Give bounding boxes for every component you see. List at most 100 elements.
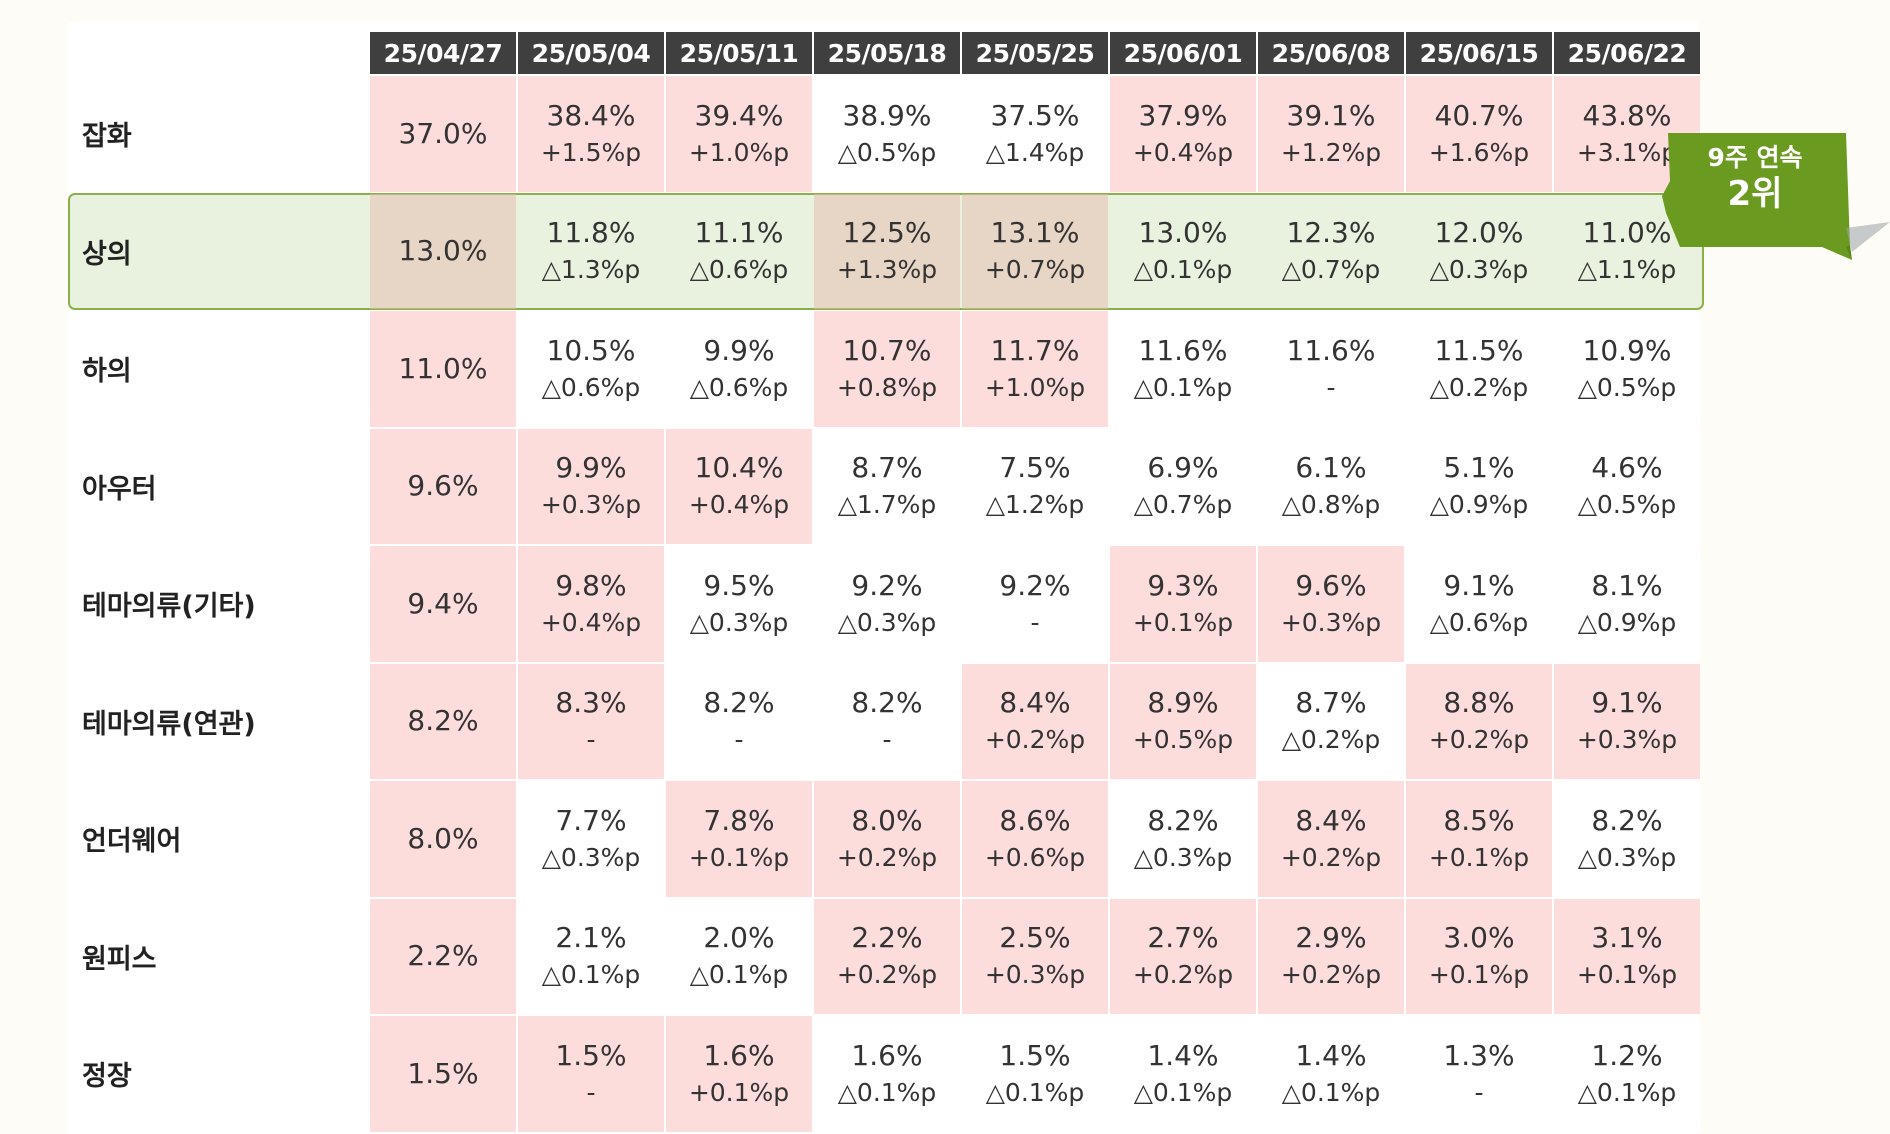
cell-change-value: +0.2%p [836,960,938,990]
column-header: 25/06/01 [1110,32,1256,74]
share-table: 25/04/27 25/05/04 25/05/11 25/05/18 25/05/25… [68,32,1700,1132]
cell-change-value: △0.3%p [1429,255,1529,285]
cell-share-value: 40.7% [1434,98,1524,132]
table-cell: 1.5% △0.1%p [962,1016,1108,1132]
cell-share-value: 12.5% [842,216,932,250]
cell-change-value: △0.7%p [1133,490,1233,520]
cell-share-value: 8.2% [1591,803,1663,837]
row-label: 테마의류(연관) [82,708,256,740]
cell-change-value: △0.9%p [1429,490,1529,520]
table-cell: 7.8% +0.1%p [666,781,812,897]
table-cell: 8.5% +0.1%p [1406,781,1552,897]
table-cell: 8.2% △0.3%p [1554,781,1700,897]
table-cell: 10.7% +0.8%p [814,311,960,427]
cell-change-value: +0.2%p [1280,842,1382,872]
cell-share-value: 13.0% [398,234,488,268]
table-cell: 8.1% △0.9%p [1554,546,1700,662]
cell-share-value: 9.9% [703,333,775,367]
cell-change-value: +0.3%p [984,960,1086,990]
cell-change-value: +0.4%p [1132,137,1234,167]
callout-shadow [1846,222,1890,252]
table-cell: 2.1% △0.1%p [518,898,664,1014]
table-cell: 9.5% △0.3%p [666,546,812,662]
cell-share-value: 37.0% [398,116,488,150]
cell-change-value: +0.1%p [1132,607,1234,637]
cell-change-value: +0.3%p [1280,607,1382,637]
cell-share-value: 39.1% [1286,98,1376,132]
cell-change-value: △0.2%p [1281,725,1381,755]
cell-share-value: 9.1% [1591,686,1663,720]
cell-change-value: △0.1%p [985,1077,1085,1107]
table-cell: 8.7% △0.2%p [1258,663,1404,779]
cell-change-value: △0.1%p [1133,372,1233,402]
cell-share-value: 1.5% [407,1056,479,1090]
cell-share-value: 1.2% [1591,1038,1663,1072]
table-cell: 7.7% △0.3%p [518,781,664,897]
cell-change-value: △0.1%p [541,960,641,990]
table-cell: 9.9% +0.3%p [518,428,664,544]
header-corner [68,32,368,74]
table-cell: 8.4% +0.2%p [962,663,1108,779]
cell-share-value: 11.6% [1286,333,1376,367]
cell-change-value: +0.6%p [984,842,1086,872]
cell-change-value: △0.3%p [1577,842,1677,872]
cell-change-value: - [586,1077,596,1107]
cell-share-value: 1.3% [1443,1038,1515,1072]
table-cell: 2.7% +0.2%p [1110,898,1256,1014]
cell-change-value: +0.7%p [984,255,1086,285]
cell-change-value: +0.2%p [1132,960,1234,990]
cell-share-value: 7.5% [999,451,1071,485]
cell-change-value: △1.7%p [837,490,937,520]
cell-share-value: 9.2% [999,568,1071,602]
table-cell: 39.1% +1.2%p [1258,76,1404,192]
cell-share-value: 8.7% [1295,686,1367,720]
table-cell: 8.8% +0.2%p [1406,663,1552,779]
cell-share-value: 8.2% [1147,803,1219,837]
table-cell: 1.5% [370,1016,516,1132]
cell-change-value: △0.5%p [837,137,937,167]
table-cell: 11.7% +1.0%p [962,311,1108,427]
cell-share-value: 8.0% [407,821,479,855]
cell-share-value: 1.6% [851,1038,923,1072]
cell-share-value: 6.1% [1295,451,1367,485]
callout-text: 9주 연속 2위 [1675,142,1835,214]
cell-change-value: - [1474,1077,1484,1107]
cell-share-value: 8.9% [1147,686,1219,720]
table-cell: 9.6% [370,428,516,544]
cell-change-value: △0.6%p [541,372,641,402]
table-cell: 2.0% △0.1%p [666,898,812,1014]
cell-change-value: - [734,725,744,755]
cell-share-value: 2.2% [851,921,923,955]
cell-share-value: 9.6% [407,469,479,503]
cell-share-value: 43.8% [1582,98,1672,132]
table-cell: 2.2% +0.2%p [814,898,960,1014]
cell-share-value: 8.2% [703,686,775,720]
cell-share-value: 11.5% [1434,333,1524,367]
cell-change-value: △0.3%p [689,607,789,637]
table-cell: 11.0% △1.1%p [1554,194,1700,310]
table-cell: 8.9% +0.5%p [1110,663,1256,779]
cell-change-value: △0.5%p [1577,372,1677,402]
cell-change-value: △0.9%p [1577,607,1677,637]
cell-change-value: △1.1%p [1577,255,1677,285]
cell-change-value: +0.1%p [688,842,790,872]
cell-change-value: △0.1%p [689,960,789,990]
cell-change-value: +0.2%p [1280,960,1382,990]
cell-share-value: 11.1% [694,216,784,250]
column-header: 25/06/15 [1406,32,1552,74]
cell-share-value: 1.6% [703,1038,775,1072]
cell-change-value: △1.2%p [985,490,1085,520]
cell-change-value: +1.0%p [984,372,1086,402]
table-cell: 9.9% △0.6%p [666,311,812,427]
cell-change-value: △0.6%p [689,372,789,402]
table-cell: 1.4% △0.1%p [1110,1016,1256,1132]
table-cell: 1.4% △0.1%p [1258,1016,1404,1132]
cell-share-value: 9.6% [1295,568,1367,602]
table-cell: 2.5% +0.3%p [962,898,1108,1014]
table-cell: 1.3% - [1406,1016,1552,1132]
cell-share-value: 1.5% [999,1038,1071,1072]
cell-change-value: +0.4%p [688,490,790,520]
cell-change-value: +3.1%p [1576,137,1678,167]
cell-change-value: - [1030,607,1040,637]
table-cell: 37.5% △1.4%p [962,76,1108,192]
